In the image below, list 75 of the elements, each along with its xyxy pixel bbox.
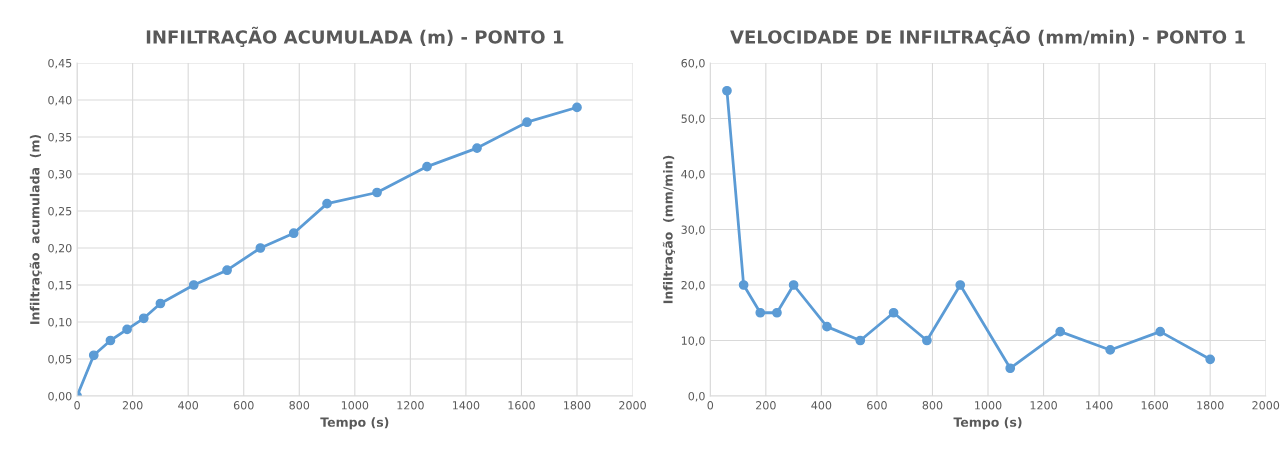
x-tick-label: 2000 [1252,401,1280,410]
y-tick-label: 0,0 [688,391,705,402]
point [288,228,299,239]
point [1205,354,1216,365]
point [222,265,232,276]
y-axis-title: Infiltração acumulada (m) [29,134,42,324]
point [888,307,899,318]
point [522,117,532,128]
point [755,307,766,318]
x-tick-label: 1200 [397,401,424,410]
x-tick-label: 0 [74,401,80,410]
point [422,161,432,172]
point [955,280,966,290]
y-axis-title: Infiltração (mm/min) [662,155,675,304]
point [772,307,782,318]
x-tick-label: 1400 [1086,401,1113,410]
y-tick-label: 0,45 [48,58,72,69]
x-tick-label: 1000 [975,401,1002,410]
x-tick-label: 1600 [508,401,535,410]
x-tick-label: 1400 [452,401,480,410]
x-tick-label: 1000 [341,401,369,410]
x-tick-label: 1600 [1141,401,1169,410]
point [138,313,149,324]
y-tick-label: 60,0 [681,58,705,69]
chart-title: INFILTRAÇÃO ACUMULADA (m) - PONTO 1 [146,26,564,48]
point [1105,345,1116,355]
point [822,321,832,332]
x-tick-label: 0 [707,401,714,410]
x-tick-label: 800 [922,401,943,410]
x-axis-title: Tempo (s) [320,417,389,430]
y-tick-label: 0,15 [48,280,72,291]
x-tick-label: 400 [178,401,199,410]
y-tick-label: 0,10 [48,317,72,328]
y-tick-label: 10,0 [681,336,705,347]
y-tick-label: 0,35 [48,132,72,143]
x-tick-label: 400 [811,401,832,410]
point [155,298,166,309]
point [855,335,866,346]
x-tick-label: 1800 [564,401,591,410]
y-tick-label: 30,0 [681,225,705,236]
point [372,187,382,198]
point [572,102,582,113]
x-tick-label: 200 [122,401,143,410]
point [788,280,799,290]
x-tick-label: 2000 [619,401,646,410]
chart-title: VELOCIDADE DE INFILTRAÇÃO (mm/min) - PONTO 1 [730,26,1245,48]
point [188,280,199,290]
x-tick-label: 200 [756,401,776,410]
x-tick-label: 600 [233,401,254,410]
y-tick-label: 0,20 [48,243,72,254]
point [1005,363,1016,374]
x-tick-label: 1800 [1197,401,1224,410]
y-tick-label: 0,30 [48,169,72,180]
point [122,324,132,335]
y-tick-label: 40,0 [681,169,705,180]
x-tick-label: 600 [867,401,887,410]
y-tick-label: 20,0 [681,280,705,291]
point [1055,326,1066,337]
point [105,335,116,346]
x-axis-title: Tempo (s) [953,417,1022,430]
point [472,143,482,153]
y-tick-label: 0,40 [48,95,72,106]
x-tick-label: 1200 [1030,401,1057,410]
point [255,243,266,253]
y-tick-label: 50,0 [681,114,705,125]
y-tick-label: 0,00 [48,391,72,402]
point [1155,326,1166,337]
point [322,198,332,209]
y-tick-label: 0,05 [48,354,72,365]
x-tick-label: 800 [289,401,310,410]
y-tick-label: 0,25 [48,206,72,217]
point [738,280,749,290]
point [88,350,99,361]
point [922,335,932,346]
point [722,85,732,96]
